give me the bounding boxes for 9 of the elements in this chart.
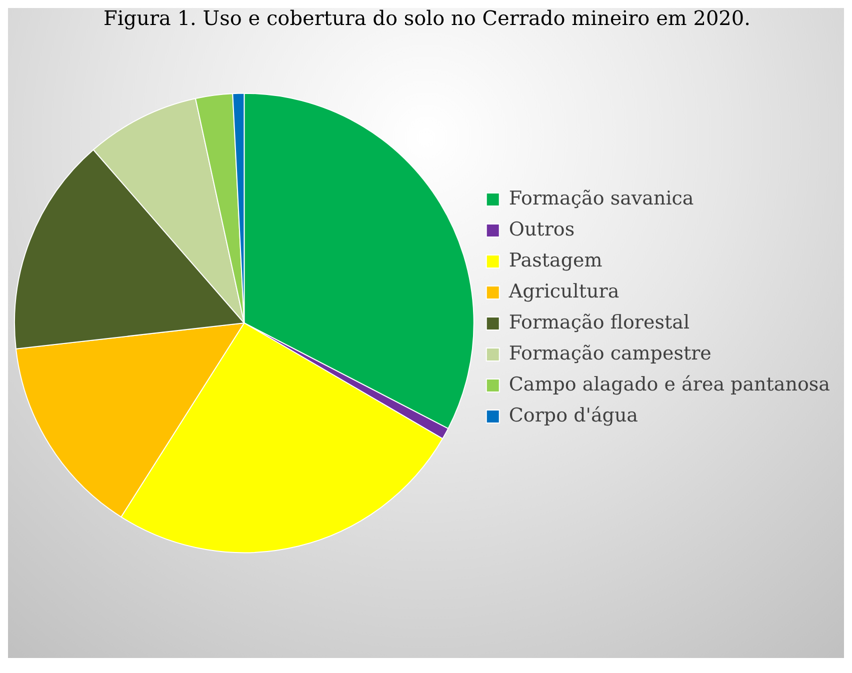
legend-label: Campo alagado e área pantanosa	[508, 373, 830, 396]
legend-label: Corpo d'água	[508, 404, 638, 426]
legend-label: Outros	[508, 218, 575, 240]
chart-title: Figura 1. Uso e cobertura do solo no Cerrado mineiro em 2020.	[104, 6, 750, 30]
legend-label: Formação florestal	[508, 311, 690, 334]
legend-label: Agricultura	[508, 280, 620, 302]
legend-label: Formação campestre	[508, 342, 712, 364]
legend-label: Formação savanica	[508, 187, 694, 210]
legend-label: Pastagem	[508, 249, 602, 272]
